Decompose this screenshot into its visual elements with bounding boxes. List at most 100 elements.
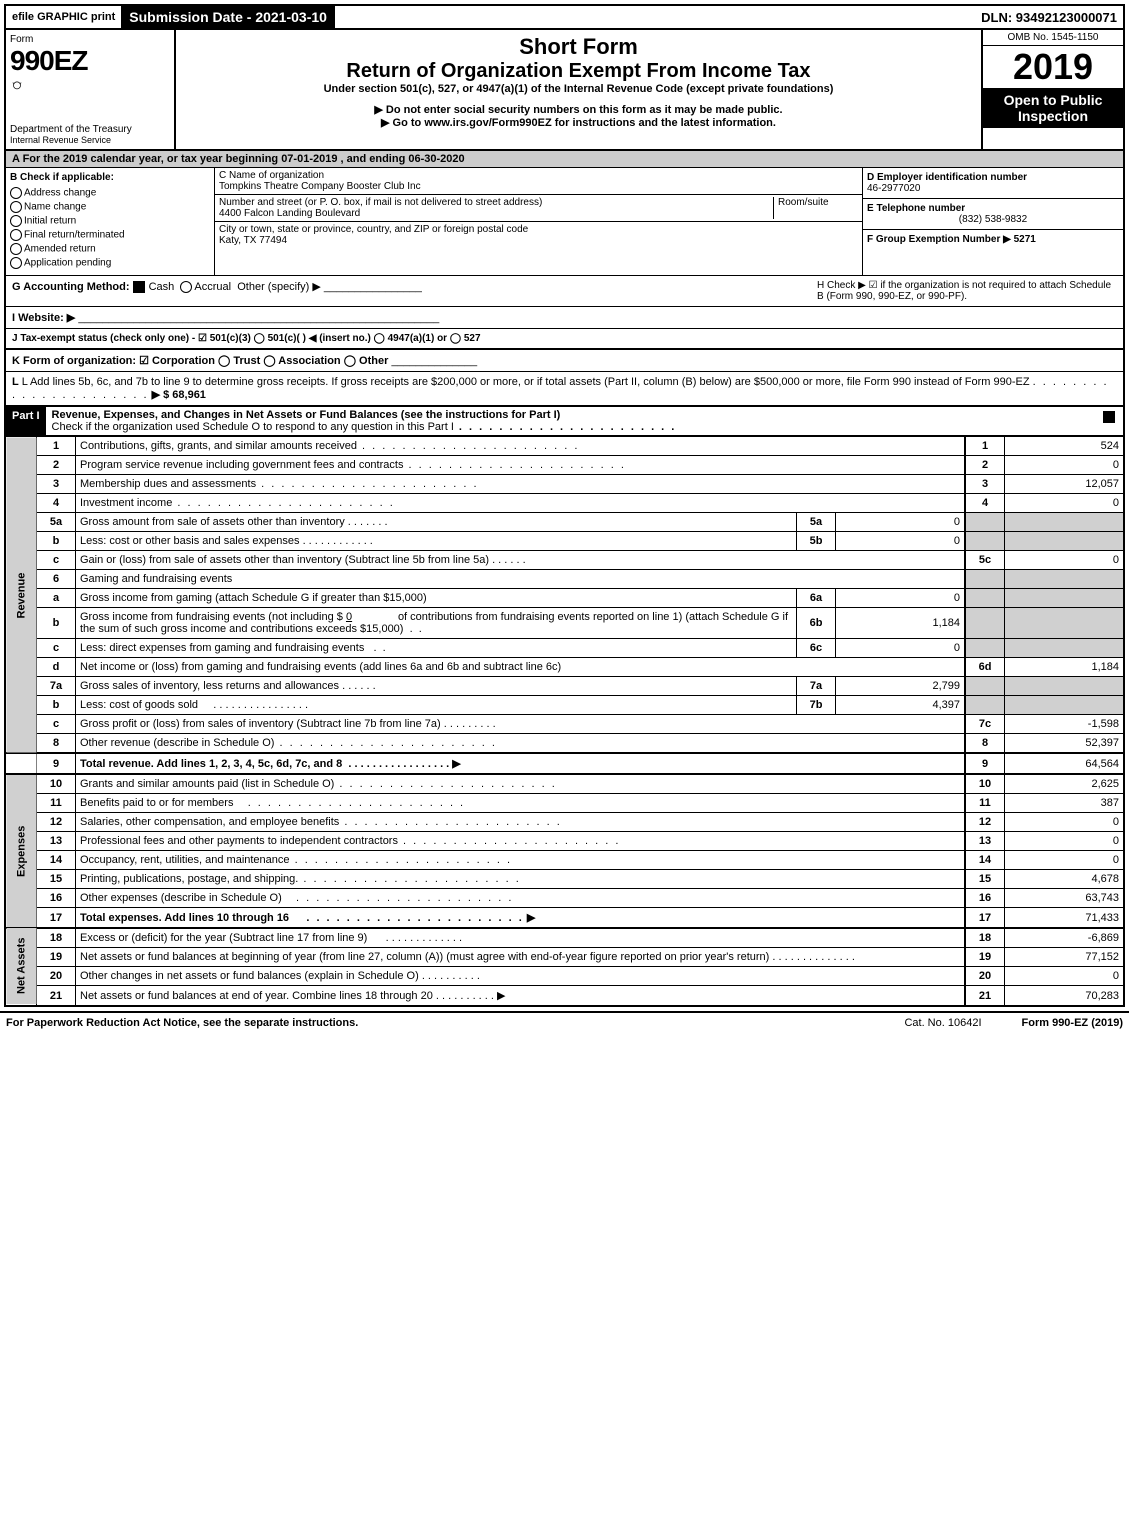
line-7b-subval: 4,397 (836, 696, 966, 715)
line-12-val: 0 (1005, 813, 1124, 832)
header-row: Form 990EZ Department of the Treasury In… (6, 30, 1123, 151)
line-5a-no: 5a (37, 513, 76, 532)
line-1-desc: Contributions, gifts, grants, and simila… (76, 437, 966, 456)
check-b-title: B Check if applicable: (10, 172, 210, 183)
line-15-val: 4,678 (1005, 870, 1124, 889)
org-address: 4400 Falcon Landing Boulevard (219, 208, 773, 219)
g-label: G Accounting Method: (12, 281, 130, 293)
form-label: Form (10, 34, 170, 45)
line-14-val: 0 (1005, 851, 1124, 870)
line-21-desc: Net assets or fund balances at end of ye… (76, 986, 966, 1006)
part1-label: Part I (6, 407, 46, 435)
omb-number: OMB No. 1545-1150 (983, 30, 1123, 46)
line-8-val: 52,397 (1005, 734, 1124, 754)
line-5b-shade2 (1005, 532, 1124, 551)
f-label: F Group Exemption Number ▶ 5271 (867, 234, 1036, 245)
line-5a-desc: Gross amount from sale of assets other t… (76, 513, 797, 532)
open-to-public: Open to Public Inspection (983, 88, 1123, 128)
line-6c-shade (965, 639, 1005, 658)
line-2-no: 2 (37, 456, 76, 475)
chk-address-change[interactable]: Address change (10, 187, 210, 199)
line-11-no: 11 (37, 794, 76, 813)
line-6d-no: d (37, 658, 76, 677)
subtitle: Under section 501(c), 527, or 4947(a)(1)… (180, 83, 977, 95)
l-text: L Add lines 5b, 6c, and 7b to line 9 to … (22, 376, 1030, 388)
goto-link[interactable]: ▶ Go to www.irs.gov/Form990EZ for instru… (180, 116, 977, 129)
line-2-box: 2 (965, 456, 1005, 475)
ein-block: D Employer identification number 46-2977… (863, 168, 1123, 199)
line-17-desc: Total expenses. Add lines 10 through 16 … (76, 908, 966, 929)
line-21-box: 21 (965, 986, 1005, 1006)
line-6d-val: 1,184 (1005, 658, 1124, 677)
line-1-box: 1 (965, 437, 1005, 456)
pra-notice: For Paperwork Reduction Act Notice, see … (6, 1017, 358, 1029)
line-5c-desc: Gain or (loss) from sale of assets other… (76, 551, 966, 570)
chk-application-pending[interactable]: Application pending (10, 257, 210, 269)
line-3-no: 3 (37, 475, 76, 494)
line-11-box: 11 (965, 794, 1005, 813)
line-7b-shade (965, 696, 1005, 715)
line-16-box: 16 (965, 889, 1005, 908)
line-19-desc: Net assets or fund balances at beginning… (76, 948, 966, 967)
line-9-val: 64,564 (1005, 753, 1124, 774)
turtle-icon (10, 77, 24, 91)
chk-final-return[interactable]: Final return/terminated (10, 229, 210, 241)
h-check: H Check ▶ ☑ if the organization is not r… (817, 280, 1117, 302)
line-3-desc: Membership dues and assessments (76, 475, 966, 494)
ein-value: 46-2977020 (867, 183, 1119, 194)
line-17-box: 17 (965, 908, 1005, 929)
org-name: Tompkins Theatre Company Booster Club In… (219, 181, 858, 192)
line-5b-subval: 0 (836, 532, 966, 551)
line-10-no: 10 (37, 774, 76, 794)
group-exemption: F Group Exemption Number ▶ 5271 (863, 230, 1123, 249)
line-17-no: 17 (37, 908, 76, 929)
line-5a-shade (965, 513, 1005, 532)
line-13-desc: Professional fees and other payments to … (76, 832, 966, 851)
line-5b-shade (965, 532, 1005, 551)
line-6a-no: a (37, 589, 76, 608)
main-title: Return of Organization Exempt From Incom… (180, 60, 977, 83)
dln-number: DLN: 93492123000071 (975, 8, 1123, 27)
line-7c-box: 7c (965, 715, 1005, 734)
schedule-o-checkbox[interactable] (1099, 407, 1123, 435)
line-6c-shade2 (1005, 639, 1124, 658)
chk-initial-return[interactable]: Initial return (10, 215, 210, 227)
line-9-no: 9 (37, 753, 76, 774)
line-4-box: 4 (965, 494, 1005, 513)
city-label: City or town, state or province, country… (219, 224, 858, 235)
line-7c-no: c (37, 715, 76, 734)
line-6b-desc: Gross income from fundraising events (no… (76, 608, 797, 639)
chk-amended-return[interactable]: Amended return (10, 243, 210, 255)
chk-cash[interactable] (133, 281, 145, 293)
line-18-no: 18 (37, 928, 76, 948)
e-label: E Telephone number (867, 203, 1119, 214)
line-12-no: 12 (37, 813, 76, 832)
line-7a-shade (965, 677, 1005, 696)
room-label: Room/suite (773, 197, 858, 219)
line-7b-no: b (37, 696, 76, 715)
efile-label[interactable]: efile GRAPHIC print (6, 9, 121, 25)
line-7c-desc: Gross profit or (loss) from sales of inv… (76, 715, 966, 734)
line-6a-sub: 6a (797, 589, 836, 608)
phone-block: E Telephone number (832) 538-9832 (863, 199, 1123, 230)
phone-value: (832) 538-9832 (867, 214, 1119, 225)
line-9-box: 9 (965, 753, 1005, 774)
line-5a-shade2 (1005, 513, 1124, 532)
chk-accrual[interactable] (180, 281, 192, 293)
line-6-no: 6 (37, 570, 76, 589)
chk-name-change[interactable]: Name change (10, 201, 210, 213)
line-21-no: 21 (37, 986, 76, 1006)
side-blank (6, 753, 37, 774)
line-6a-shade2 (1005, 589, 1124, 608)
irs-label: Internal Revenue Service (10, 135, 170, 145)
line-14-desc: Occupancy, rent, utilities, and maintena… (76, 851, 966, 870)
line-5a-sub: 5a (797, 513, 836, 532)
org-name-block: C Name of organization Tompkins Theatre … (215, 168, 862, 195)
page-footer: For Paperwork Reduction Act Notice, see … (0, 1011, 1129, 1033)
line-8-desc: Other revenue (describe in Schedule O) (76, 734, 966, 754)
l-amount: ▶ $ 68,961 (152, 389, 206, 401)
info-right: D Employer identification number 46-2977… (862, 168, 1123, 275)
line-12-box: 12 (965, 813, 1005, 832)
title-box: Short Form Return of Organization Exempt… (176, 30, 981, 149)
short-form-title: Short Form (180, 34, 977, 60)
